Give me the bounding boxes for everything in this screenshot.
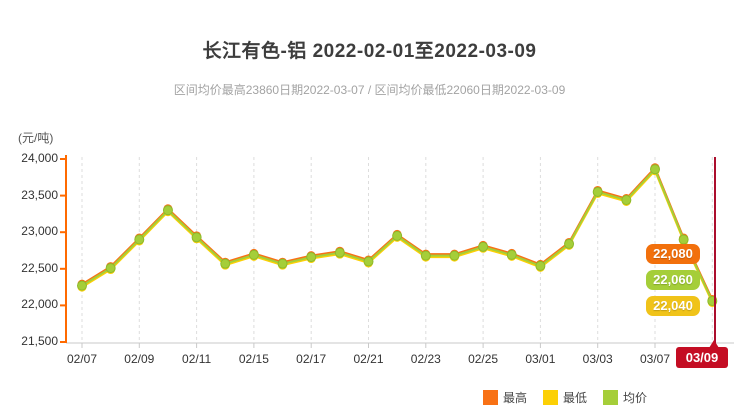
y-tick-label: 23,500 xyxy=(21,187,58,202)
axis-unit-label: (元/吨) xyxy=(18,131,54,145)
data-point-avg[interactable] xyxy=(392,230,403,241)
data-point-avg[interactable] xyxy=(105,263,116,274)
data-point-avg[interactable] xyxy=(420,250,431,261)
value-bubble-high: 22,080 xyxy=(646,244,700,264)
page-subtitle: 区间均价最高23860日期2022-03-07 / 区间均价最低22060日期2… xyxy=(173,83,566,97)
data-point-avg[interactable] xyxy=(478,241,489,252)
x-tick-label: 02/23 xyxy=(410,352,441,366)
data-point-avg[interactable] xyxy=(449,250,460,261)
x-tick-label: 03/03 xyxy=(582,352,613,366)
legend-item-avg[interactable]: 均价 xyxy=(603,389,647,406)
x-tick-label: 02/09 xyxy=(124,352,155,366)
x-tick-label: 02/17 xyxy=(296,352,327,366)
x-tick-label: 02/21 xyxy=(353,352,384,366)
y-tick-label: 22,500 xyxy=(21,260,58,275)
y-tick-label: 21,500 xyxy=(21,334,58,348)
value-bubble-avg: 22,060 xyxy=(646,270,700,290)
date-highlight-badge: 03/09 xyxy=(676,340,728,368)
data-point-avg[interactable] xyxy=(220,258,231,269)
legend-item-low[interactable]: 最低 xyxy=(543,389,587,406)
legend-swatch-high-icon xyxy=(483,390,498,405)
x-tick-label: 02/15 xyxy=(238,352,269,366)
data-point-avg[interactable] xyxy=(334,247,345,258)
legend-swatch-avg-icon xyxy=(603,390,619,405)
data-point-avg[interactable] xyxy=(306,252,317,263)
value-bubble-low: 22,040 xyxy=(646,296,700,316)
y-tick-label: 24,000 xyxy=(21,151,58,165)
legend-item-high[interactable]: 最高 xyxy=(483,389,527,406)
legend-label-avg: 均价 xyxy=(623,391,648,405)
y-tick-label: 22,000 xyxy=(21,297,58,312)
page-title: 长江有色-铝 2022-02-01至2022-03-09 xyxy=(202,41,537,62)
x-tick-label: 02/07 xyxy=(66,352,98,366)
data-point-avg[interactable] xyxy=(134,234,145,245)
x-tick-label: 03/07 xyxy=(639,352,671,366)
x-tick-label: 03/01 xyxy=(525,352,556,366)
data-point-avg[interactable] xyxy=(162,205,173,216)
data-point-avg[interactable] xyxy=(191,232,202,243)
data-point-avg[interactable] xyxy=(592,186,603,197)
data-point-avg[interactable] xyxy=(678,234,689,245)
x-tick-label: 02/25 xyxy=(468,352,499,366)
y-tick-label: 23,000 xyxy=(21,224,58,239)
data-point-avg[interactable] xyxy=(650,164,660,175)
data-point-avg[interactable] xyxy=(621,194,632,205)
x-tick-label: 02/11 xyxy=(182,352,212,366)
data-point-avg[interactable] xyxy=(535,260,546,271)
chart-legend: 最高 最低 均价 xyxy=(483,389,663,406)
data-point-avg[interactable] xyxy=(248,249,259,260)
data-point-avg[interactable] xyxy=(363,256,374,267)
data-point-avg[interactable] xyxy=(77,280,87,291)
legend-swatch-low-icon xyxy=(543,390,559,405)
legend-label-low: 最低 xyxy=(563,391,588,405)
data-point-avg[interactable] xyxy=(506,249,517,260)
legend-label-high: 最高 xyxy=(503,391,528,405)
data-point-avg[interactable] xyxy=(564,238,575,249)
data-point-avg[interactable] xyxy=(277,258,288,269)
